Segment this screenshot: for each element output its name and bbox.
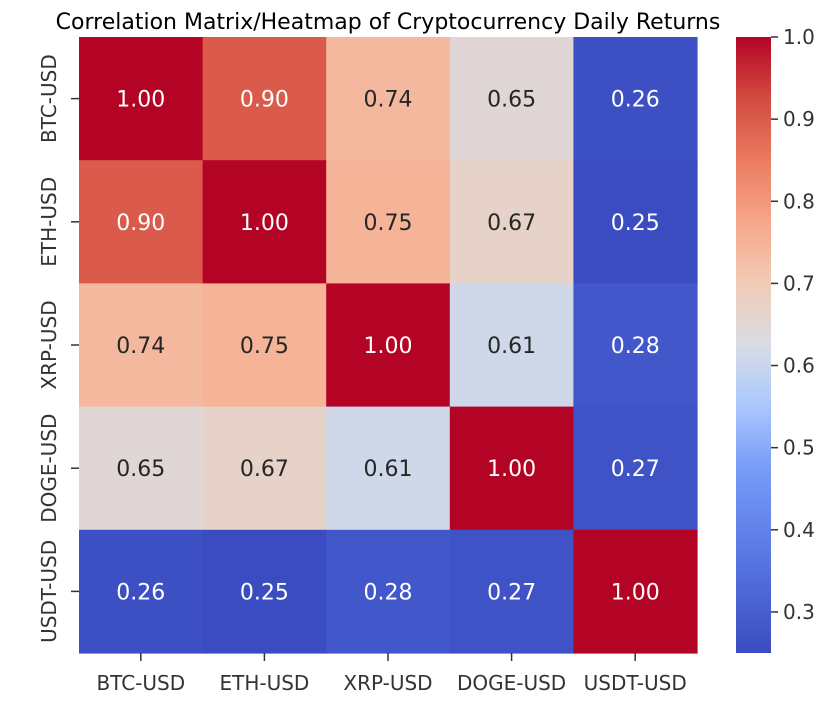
cell-value-label: 1.00 [364,334,413,359]
heatmap-cell [202,406,327,531]
colorbar-tick-label: 1.0 [783,25,815,49]
heatmap-cell [573,283,698,408]
colorbar-tick-label: 0.9 [783,107,815,131]
y-tick-label: DOGE-USD [37,414,61,523]
y-tick-label: XRP-USD [37,300,61,389]
chart-title: Correlation Matrix/Heatmap of Cryptocurr… [56,10,721,35]
colorbar-tick-label: 0.8 [783,189,815,213]
x-tick-label: BTC-USD [96,671,185,695]
cell-value-label: 0.28 [611,334,660,359]
heatmap-cell [202,37,327,161]
x-tick-label: ETH-USD [219,671,309,695]
cell-value-label: 0.65 [487,88,536,113]
heatmap-cell [449,406,574,531]
cell-value-label: 0.74 [364,88,413,113]
cell-value-label: 0.26 [611,88,660,113]
cell-value-label: 0.26 [116,580,165,605]
x-tick-label: DOGE-USD [457,671,566,695]
heatmap-cell [326,160,451,284]
x-axis: BTC-USD ETH-USD XRP-USD DOGE-USD USDT-USD [96,653,687,695]
y-tick-label: BTC-USD [37,54,61,143]
heatmap-cell [326,37,451,161]
cell-value-label: 0.90 [240,88,289,113]
heatmap-cell [573,160,698,284]
heatmap-cell [202,283,327,408]
cell-value-label: 0.67 [240,457,289,482]
colorbar-tick-label: 0.3 [783,600,815,624]
heatmap-cell [449,529,574,654]
heatmap-cell [573,406,698,531]
cell-value-label: 0.65 [116,457,165,482]
heatmap-cell [79,283,204,408]
heatmap-cell [79,406,204,531]
cell-value-label: 0.75 [240,334,289,359]
y-axis: BTC-USD ETH-USD XRP-USD DOGE-USD USDT-USD [37,54,79,643]
cell-value-label: 1.00 [116,88,165,113]
cell-value-label: 0.90 [116,211,165,236]
colorbar: 0.3 0.4 0.5 0.6 0.7 0.8 0.9 1.0 [736,25,815,653]
heatmap-cell [79,160,204,284]
heatmap-cell [573,37,698,161]
heatmap-cell [326,529,451,654]
cell-annotations: 1.00 0.90 0.74 0.65 0.26 0.90 1.00 0.75 0.67 0.25… [116,88,659,606]
colorbar-tick-label: 0.7 [783,271,815,295]
heatmap-cell [449,37,574,161]
cell-value-label: 1.00 [240,211,289,236]
heatmap-cell [202,529,327,654]
heatmap-cell [79,37,204,161]
cell-value-label: 1.00 [487,457,536,482]
cell-value-label: 0.25 [611,211,660,236]
x-tick-label: XRP-USD [343,671,432,695]
cell-value-label: 0.25 [240,580,289,605]
colorbar-tick-label: 0.5 [783,436,815,460]
heatmap-cell [326,406,451,531]
heatmap-cell [449,283,574,408]
colorbar-gradient [736,37,771,653]
colorbar-tick-label: 0.6 [783,354,815,378]
heatmap-cell [573,529,698,654]
y-tick-label: USDT-USD [37,540,61,643]
cell-value-label: 1.00 [611,580,660,605]
heatmap-cell [326,283,451,408]
cell-value-label: 0.28 [364,580,413,605]
cell-value-label: 0.27 [487,580,536,605]
heatmap-cell [202,160,327,284]
heatmap-cell [449,160,574,284]
cell-value-label: 0.61 [487,334,536,359]
cell-value-label: 0.74 [116,334,165,359]
heatmap-cells [79,37,698,654]
cell-value-label: 0.75 [364,211,413,236]
y-tick-label: ETH-USD [37,177,61,267]
cell-value-label: 0.27 [611,457,660,482]
colorbar-tick-label: 0.4 [783,518,815,542]
colorbar-ticks: 0.3 0.4 0.5 0.6 0.7 0.8 0.9 1.0 [771,25,815,624]
heatmap-cell [79,529,204,654]
cell-value-label: 0.61 [364,457,413,482]
x-tick-label: USDT-USD [584,671,687,695]
cell-value-label: 0.67 [487,211,536,236]
